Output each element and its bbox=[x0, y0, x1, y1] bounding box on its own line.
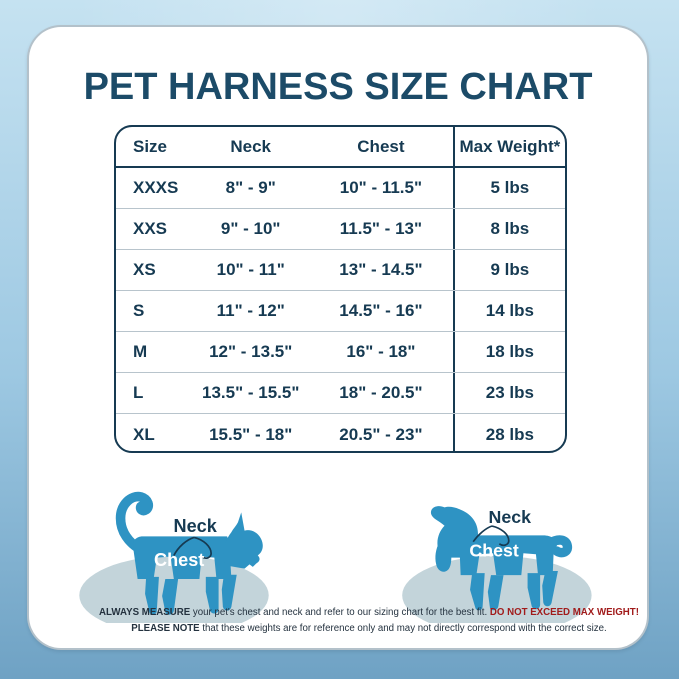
svg-text:Neck: Neck bbox=[174, 516, 218, 536]
svg-text:Neck: Neck bbox=[489, 507, 532, 527]
svg-text:Chest: Chest bbox=[469, 540, 518, 560]
svg-text:Chest: Chest bbox=[154, 550, 204, 570]
